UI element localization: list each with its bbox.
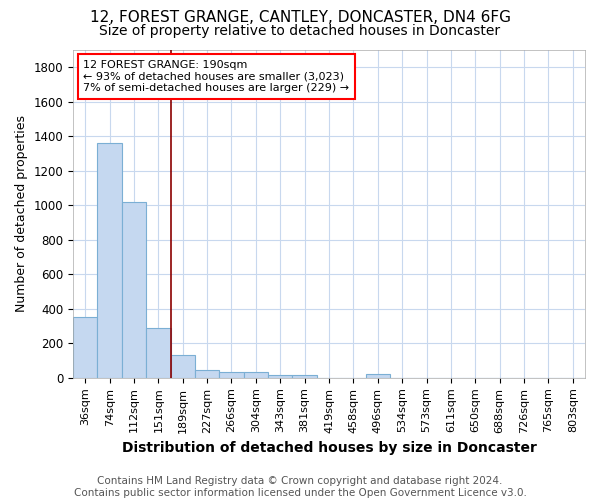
X-axis label: Distribution of detached houses by size in Doncaster: Distribution of detached houses by size … [122,441,536,455]
Bar [122,202,146,378]
Bar [73,316,97,378]
Bar [244,372,268,378]
Bar [97,143,122,378]
Bar [268,375,292,378]
Bar [195,370,220,378]
Bar [292,375,317,378]
Y-axis label: Number of detached properties: Number of detached properties [15,116,28,312]
Text: Size of property relative to detached houses in Doncaster: Size of property relative to detached ho… [100,24,500,38]
Text: Contains HM Land Registry data © Crown copyright and database right 2024.
Contai: Contains HM Land Registry data © Crown c… [74,476,526,498]
Bar [146,328,170,378]
Text: 12 FOREST GRANGE: 190sqm
← 93% of detached houses are smaller (3,023)
7% of semi: 12 FOREST GRANGE: 190sqm ← 93% of detach… [83,60,349,93]
Text: 12, FOREST GRANGE, CANTLEY, DONCASTER, DN4 6FG: 12, FOREST GRANGE, CANTLEY, DONCASTER, D… [89,10,511,25]
Bar [365,374,390,378]
Bar [220,372,244,378]
Bar [170,356,195,378]
